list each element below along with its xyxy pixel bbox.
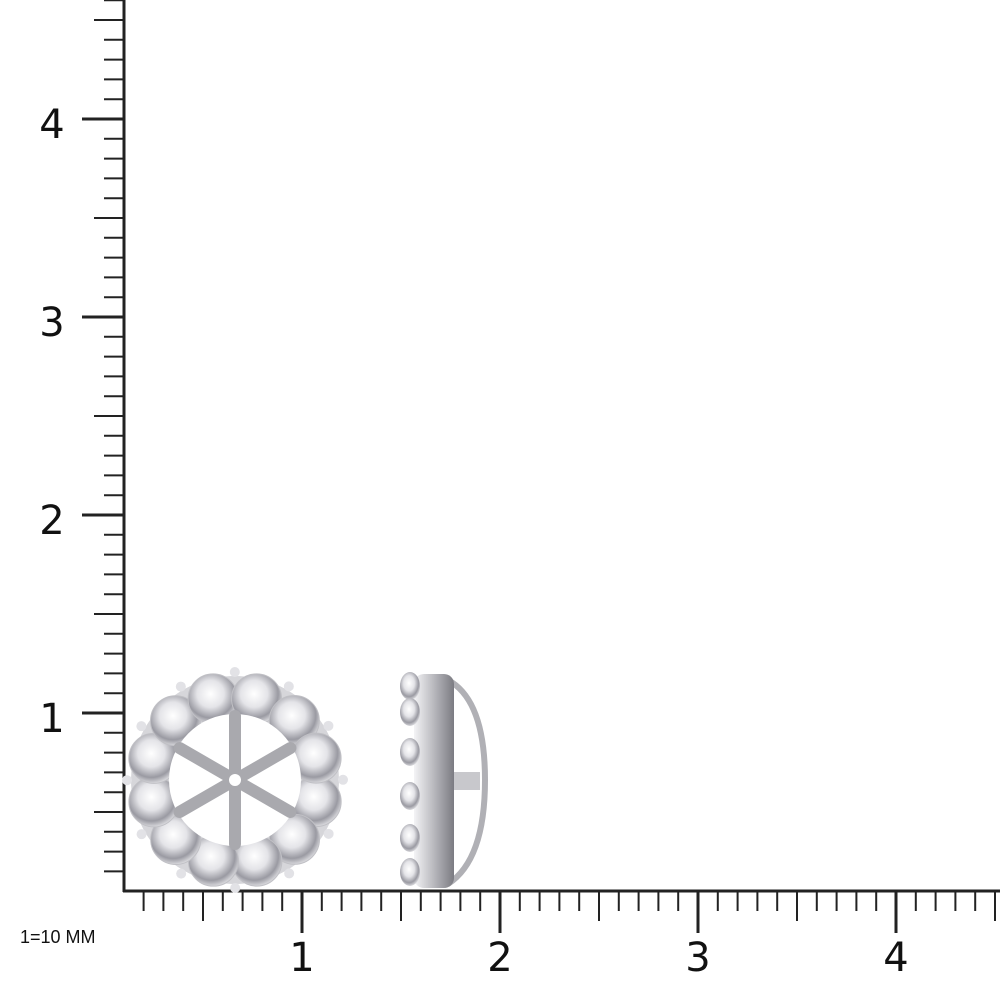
x-tick-label: 3 — [685, 935, 711, 981]
y-tick-label: 2 — [39, 498, 65, 544]
diamond — [400, 858, 420, 886]
y-tick-label: 3 — [39, 300, 65, 346]
earring-jacket-side-view — [400, 672, 489, 888]
diamond — [400, 672, 420, 700]
y-tick-label: 1 — [39, 696, 65, 742]
earring-jacket-front-view — [122, 667, 348, 893]
scale-note: 1=10 MM — [20, 927, 96, 947]
x-tick-label: 4 — [883, 935, 909, 981]
diamond — [400, 698, 420, 726]
diamond — [400, 824, 420, 852]
x-tick-label: 2 — [487, 935, 513, 981]
y-tick-label: 4 — [39, 102, 65, 148]
x-tick-label: 1 — [289, 935, 315, 981]
diamond — [400, 738, 420, 766]
diamond — [400, 782, 420, 810]
